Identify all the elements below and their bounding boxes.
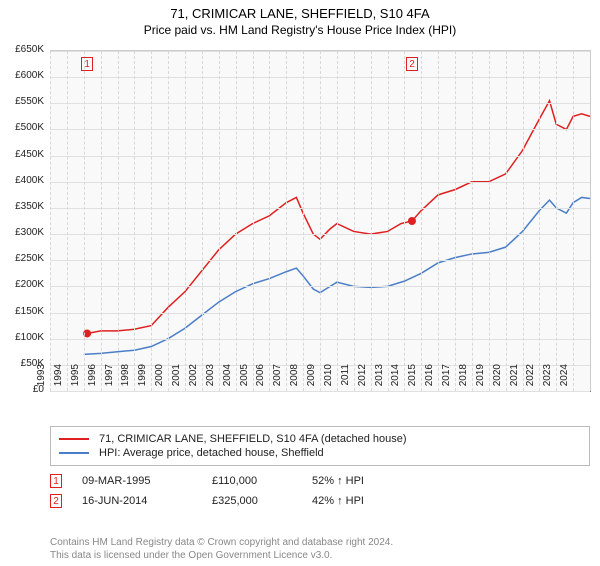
x-tick-label: 2020 (492, 364, 503, 394)
x-tick-label: 2004 (222, 364, 233, 394)
x-tick-label: 1994 (53, 364, 64, 394)
event-marker: 2 (406, 57, 418, 71)
y-tick-label: £100K (0, 333, 44, 343)
x-tick-label: 2016 (424, 364, 435, 394)
x-tick-label: 2019 (475, 364, 486, 394)
x-tick-label: 2001 (171, 364, 182, 394)
y-tick-label: £450K (0, 150, 44, 160)
x-tick-label: 2008 (289, 364, 300, 394)
x-tick-label: 2005 (239, 364, 250, 394)
footer: Contains HM Land Registry data © Crown c… (50, 536, 590, 562)
chart: 12 £0£50K£100K£150K£200K£250K£300K£350K£… (50, 50, 590, 390)
y-tick-label: £650K (0, 45, 44, 55)
y-tick-label: £200K (0, 280, 44, 290)
y-tick-label: £400K (0, 176, 44, 186)
x-tick-label: 2003 (205, 364, 216, 394)
x-tick-label: 2007 (272, 364, 283, 394)
x-tick-label: 1993 (36, 364, 47, 394)
x-tick-label: 2011 (340, 364, 351, 394)
x-tick-label: 1995 (70, 364, 81, 394)
footer-line2: This data is licensed under the Open Gov… (50, 549, 590, 562)
y-tick-label: £350K (0, 202, 44, 212)
transaction-price: £325,000 (212, 495, 312, 507)
x-tick-label: 2017 (441, 364, 452, 394)
transaction-row: 1 09-MAR-1995 £110,000 52% ↑ HPI (50, 474, 590, 488)
x-tick-label: 2002 (188, 364, 199, 394)
transaction-price: £110,000 (212, 475, 312, 487)
legend-item-hpi: HPI: Average price, detached house, Shef… (59, 447, 581, 459)
transactions: 1 09-MAR-1995 £110,000 52% ↑ HPI 2 16-JU… (50, 468, 590, 514)
x-tick-label: 2012 (357, 364, 368, 394)
x-tick-label: 1997 (104, 364, 115, 394)
x-tick-label: 1996 (87, 364, 98, 394)
x-tick-label: 2018 (458, 364, 469, 394)
x-tick-label: 2023 (542, 364, 553, 394)
y-tick-label: £500K (0, 123, 44, 133)
x-tick-label: 2022 (525, 364, 536, 394)
transaction-pct: 52% ↑ HPI (312, 475, 432, 487)
legend-swatch-paid (59, 438, 89, 440)
y-tick-label: £250K (0, 254, 44, 264)
page-subtitle: Price paid vs. HM Land Registry's House … (0, 23, 600, 37)
x-tick-label: 2013 (374, 364, 385, 394)
legend-item-paid: 71, CRIMICAR LANE, SHEFFIELD, S10 4FA (d… (59, 433, 581, 445)
x-tick-label: 2009 (306, 364, 317, 394)
y-tick-label: £150K (0, 307, 44, 317)
x-tick-label: 2014 (390, 364, 401, 394)
transaction-date: 16-JUN-2014 (82, 495, 212, 507)
plot-area: 12 (50, 50, 591, 392)
y-tick-label: £600K (0, 71, 44, 81)
footer-line1: Contains HM Land Registry data © Crown c… (50, 536, 590, 549)
x-tick-label: 2006 (255, 364, 266, 394)
data-marker (408, 217, 416, 225)
legend-label-paid: 71, CRIMICAR LANE, SHEFFIELD, S10 4FA (d… (99, 433, 407, 445)
transaction-row: 2 16-JUN-2014 £325,000 42% ↑ HPI (50, 494, 590, 508)
x-tick-label: 2010 (323, 364, 334, 394)
x-tick-label: 2000 (154, 364, 165, 394)
x-tick-label: 2024 (559, 364, 570, 394)
page-title: 71, CRIMICAR LANE, SHEFFIELD, S10 4FA (0, 6, 600, 21)
legend-swatch-hpi (59, 452, 89, 454)
event-marker: 1 (81, 57, 93, 71)
legend: 71, CRIMICAR LANE, SHEFFIELD, S10 4FA (d… (50, 426, 590, 466)
transaction-marker: 1 (50, 474, 62, 488)
x-tick-label: 1998 (120, 364, 131, 394)
y-tick-label: £300K (0, 228, 44, 238)
x-tick-label: 2015 (407, 364, 418, 394)
legend-label-hpi: HPI: Average price, detached house, Shef… (99, 447, 324, 459)
transaction-marker: 2 (50, 494, 62, 508)
transaction-date: 09-MAR-1995 (82, 475, 212, 487)
x-tick-label: 2021 (509, 364, 520, 394)
y-tick-label: £550K (0, 97, 44, 107)
transaction-pct: 42% ↑ HPI (312, 495, 432, 507)
x-tick-label: 1999 (137, 364, 148, 394)
